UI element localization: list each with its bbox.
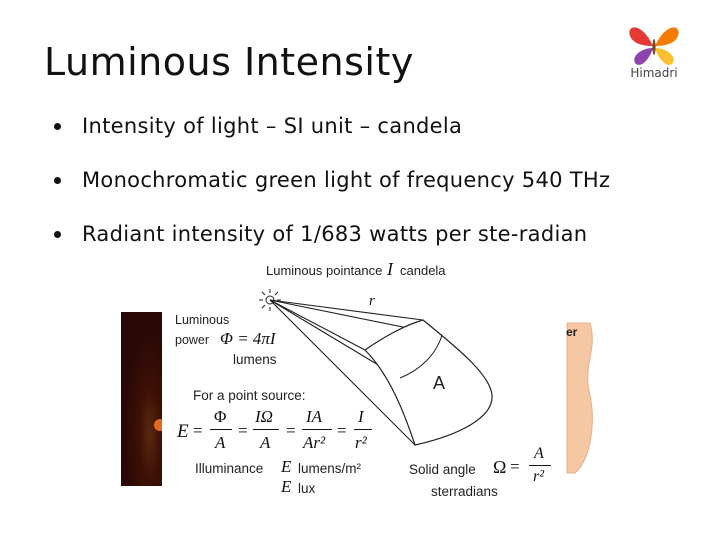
area-symbol: A bbox=[433, 373, 446, 393]
eq-Ar2: Ar² bbox=[303, 433, 326, 452]
bullet-item: Radiant intensity of 1/683 watts per ste… bbox=[54, 220, 610, 274]
eq-IA: IA bbox=[306, 407, 323, 426]
solid-angle-unit: sterradians bbox=[431, 484, 498, 499]
luminous-intensity-diagram: Luminous pointance I candela r A Luminou… bbox=[120, 255, 600, 505]
eq-A-2: A bbox=[260, 433, 271, 452]
illuminance-symbol-2: E bbox=[281, 477, 292, 496]
butterfly-logo-icon bbox=[629, 27, 679, 65]
logo-text: Himadri bbox=[630, 66, 678, 80]
eq-E: E bbox=[177, 421, 189, 442]
partial-right-text: er bbox=[566, 325, 578, 339]
bullet-dot bbox=[54, 231, 61, 238]
radius-symbol: r bbox=[369, 293, 375, 309]
eq-r2: r² bbox=[355, 433, 367, 452]
solid-angle-symbol: Ω bbox=[493, 457, 507, 477]
bullet-dot bbox=[54, 123, 61, 130]
eq-phi: Φ bbox=[214, 407, 227, 426]
pointance-symbol: I bbox=[387, 259, 393, 279]
diagram-graphics bbox=[121, 265, 593, 505]
bullet-list: Intensity of light – SI unit – candela M… bbox=[54, 112, 610, 274]
eq-I: I bbox=[358, 407, 364, 426]
slide-title: Luminous Intensity bbox=[44, 40, 414, 84]
solid-angle-r2: r² bbox=[533, 468, 545, 485]
illuminance-unit-1: lumens/m² bbox=[298, 461, 362, 476]
pointance-unit: candela bbox=[400, 263, 446, 278]
area-patch bbox=[364, 319, 493, 446]
bullet-dot bbox=[54, 177, 61, 184]
himadri-logo: Himadri bbox=[622, 18, 686, 88]
bullet-item: Intensity of light – SI unit – candela bbox=[54, 112, 610, 166]
power-formula: Φ = 4πI bbox=[220, 329, 276, 348]
bullet-item: Monochromatic green light of frequency 5… bbox=[54, 166, 610, 220]
solid-angle-A: A bbox=[534, 445, 544, 462]
pointance-label: Luminous pointance bbox=[266, 263, 383, 278]
eq-IOmega: IΩ bbox=[255, 407, 273, 426]
eq-A-1: A bbox=[215, 433, 226, 452]
power-label-2: power bbox=[175, 333, 210, 347]
point-source-label: For a point source: bbox=[193, 388, 306, 403]
illuminance-label: Illuminance bbox=[195, 461, 264, 476]
peach-shape-right bbox=[566, 322, 593, 474]
illuminance-symbol-1: E bbox=[281, 457, 292, 476]
illuminance-unit-2: lux bbox=[298, 481, 316, 496]
power-unit: lumens bbox=[233, 352, 277, 367]
solid-angle-label: Solid angle bbox=[409, 462, 476, 477]
power-label-1: Luminous bbox=[175, 313, 230, 327]
